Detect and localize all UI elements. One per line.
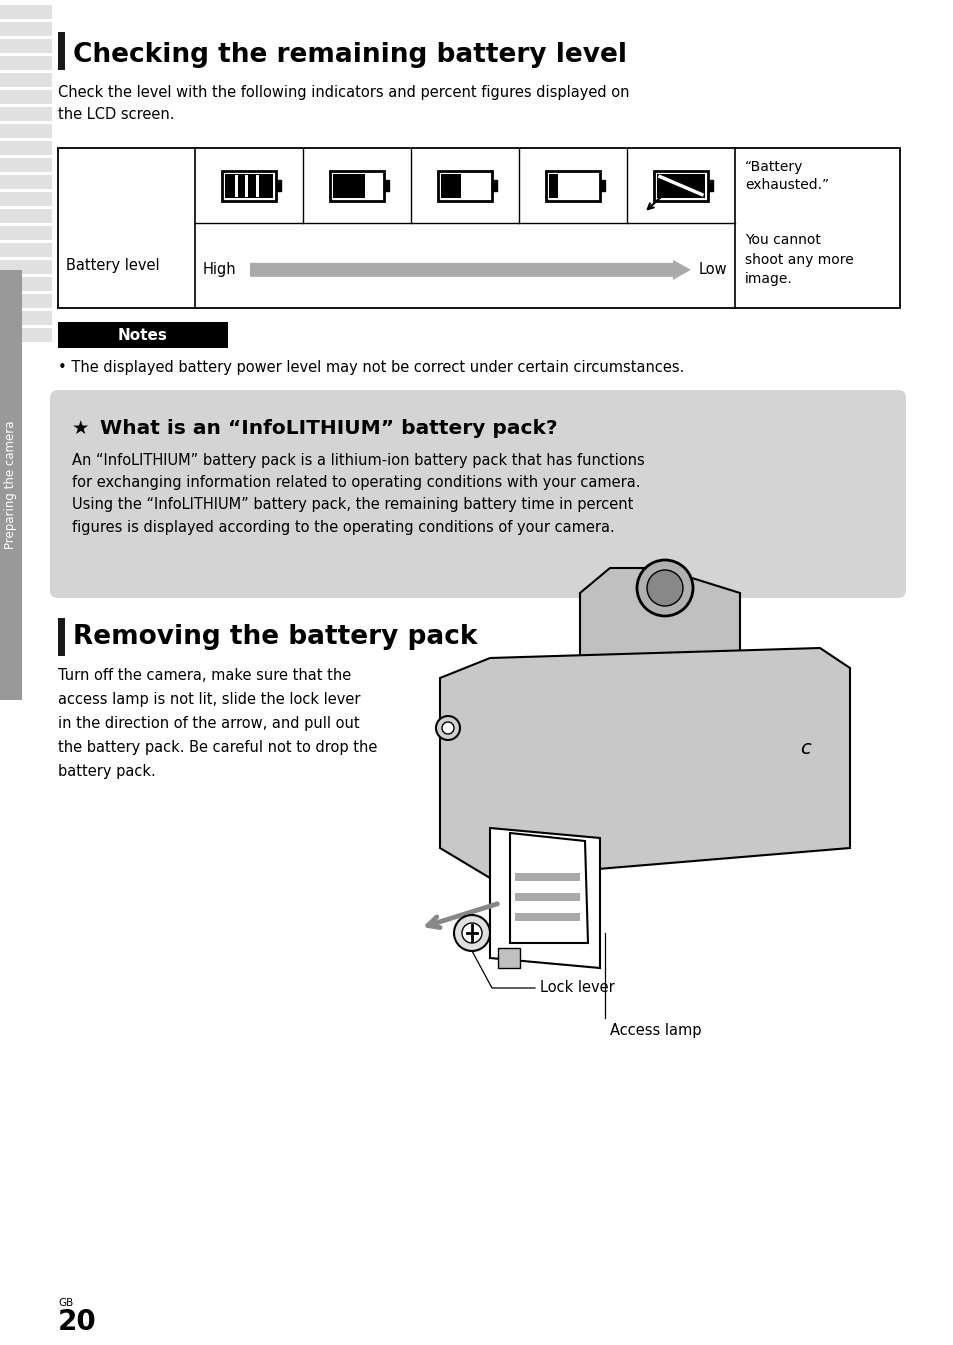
Bar (0, 243, 52, 257)
Bar (222, 171, 275, 200)
Bar (599, 180, 604, 191)
Text: 20: 20 (58, 1307, 96, 1336)
Bar (515, 913, 579, 921)
Text: Low: Low (698, 262, 726, 277)
Text: You cannot
shoot any more
image.: You cannot shoot any more image. (744, 233, 853, 286)
Bar (330, 171, 384, 200)
Bar (657, 174, 704, 198)
Text: Access lamp: Access lamp (609, 1024, 700, 1038)
Bar (515, 893, 579, 901)
Bar (0, 90, 52, 104)
Text: “Battery
exhausted.”: “Battery exhausted.” (744, 160, 828, 192)
Circle shape (461, 923, 481, 943)
Text: Check the level with the following indicators and percent figures displayed on
t: Check the level with the following indic… (58, 85, 629, 122)
Bar (58, 148, 899, 308)
Bar (0, 226, 52, 239)
Bar (384, 180, 389, 191)
Bar (58, 617, 65, 656)
Bar (0, 270, 22, 699)
Bar (0, 328, 52, 342)
Text: Lock lever: Lock lever (539, 981, 614, 995)
Bar (654, 171, 707, 200)
Bar (707, 180, 712, 191)
Bar (0, 22, 52, 36)
Bar (515, 873, 579, 881)
Bar (0, 311, 52, 325)
Bar (0, 124, 52, 139)
Text: c: c (799, 738, 809, 757)
Bar (0, 208, 52, 223)
Bar (548, 174, 558, 198)
Bar (58, 32, 65, 70)
Circle shape (436, 716, 459, 740)
Text: Removing the battery pack: Removing the battery pack (73, 624, 477, 650)
Bar (0, 56, 52, 70)
Circle shape (646, 570, 682, 607)
Text: Checking the remaining battery level: Checking the remaining battery level (73, 42, 626, 69)
Text: GB: GB (58, 1298, 73, 1307)
Polygon shape (579, 568, 740, 658)
Bar (558, 174, 597, 198)
Polygon shape (439, 648, 849, 878)
Bar (58, 321, 228, 348)
Text: Turn off the camera, make sure that the
access lamp is not lit, slide the lock l: Turn off the camera, make sure that the … (58, 668, 377, 779)
Bar (0, 192, 52, 206)
Bar (0, 260, 52, 274)
Text: Notes: Notes (118, 327, 168, 343)
Text: High: High (203, 262, 236, 277)
Bar (365, 174, 380, 198)
Polygon shape (490, 829, 599, 968)
Bar (545, 171, 599, 200)
Text: ★: ★ (71, 418, 90, 437)
Circle shape (637, 560, 692, 616)
FancyArrow shape (250, 260, 690, 280)
Bar (225, 174, 273, 198)
Bar (0, 175, 52, 190)
Polygon shape (497, 948, 519, 968)
Bar (0, 295, 52, 308)
Bar (0, 157, 52, 172)
Text: Battery level: Battery level (66, 258, 159, 273)
Bar (333, 174, 365, 198)
Bar (0, 5, 52, 19)
Bar (234, 175, 237, 196)
Bar (0, 73, 52, 87)
Bar (437, 171, 492, 200)
Text: Preparing the camera: Preparing the camera (5, 421, 17, 549)
Bar (460, 174, 489, 198)
Polygon shape (510, 833, 587, 943)
Text: • The displayed battery power level may not be correct under certain circumstanc: • The displayed battery power level may … (58, 360, 683, 375)
Circle shape (441, 722, 454, 734)
Bar (255, 175, 258, 196)
Text: An “InfoLITHIUM” battery pack is a lithium-ion battery pack that has functions
f: An “InfoLITHIUM” battery pack is a lithi… (71, 453, 644, 534)
FancyBboxPatch shape (50, 390, 905, 599)
Bar (0, 39, 52, 52)
Bar (0, 277, 52, 291)
Text: What is an “InfoLITHIUM” battery pack?: What is an “InfoLITHIUM” battery pack? (100, 418, 557, 437)
Circle shape (454, 915, 490, 951)
Bar (492, 180, 497, 191)
Bar (0, 108, 52, 121)
Bar (0, 141, 52, 155)
Bar (245, 175, 248, 196)
Bar (440, 174, 460, 198)
Bar (275, 180, 281, 191)
